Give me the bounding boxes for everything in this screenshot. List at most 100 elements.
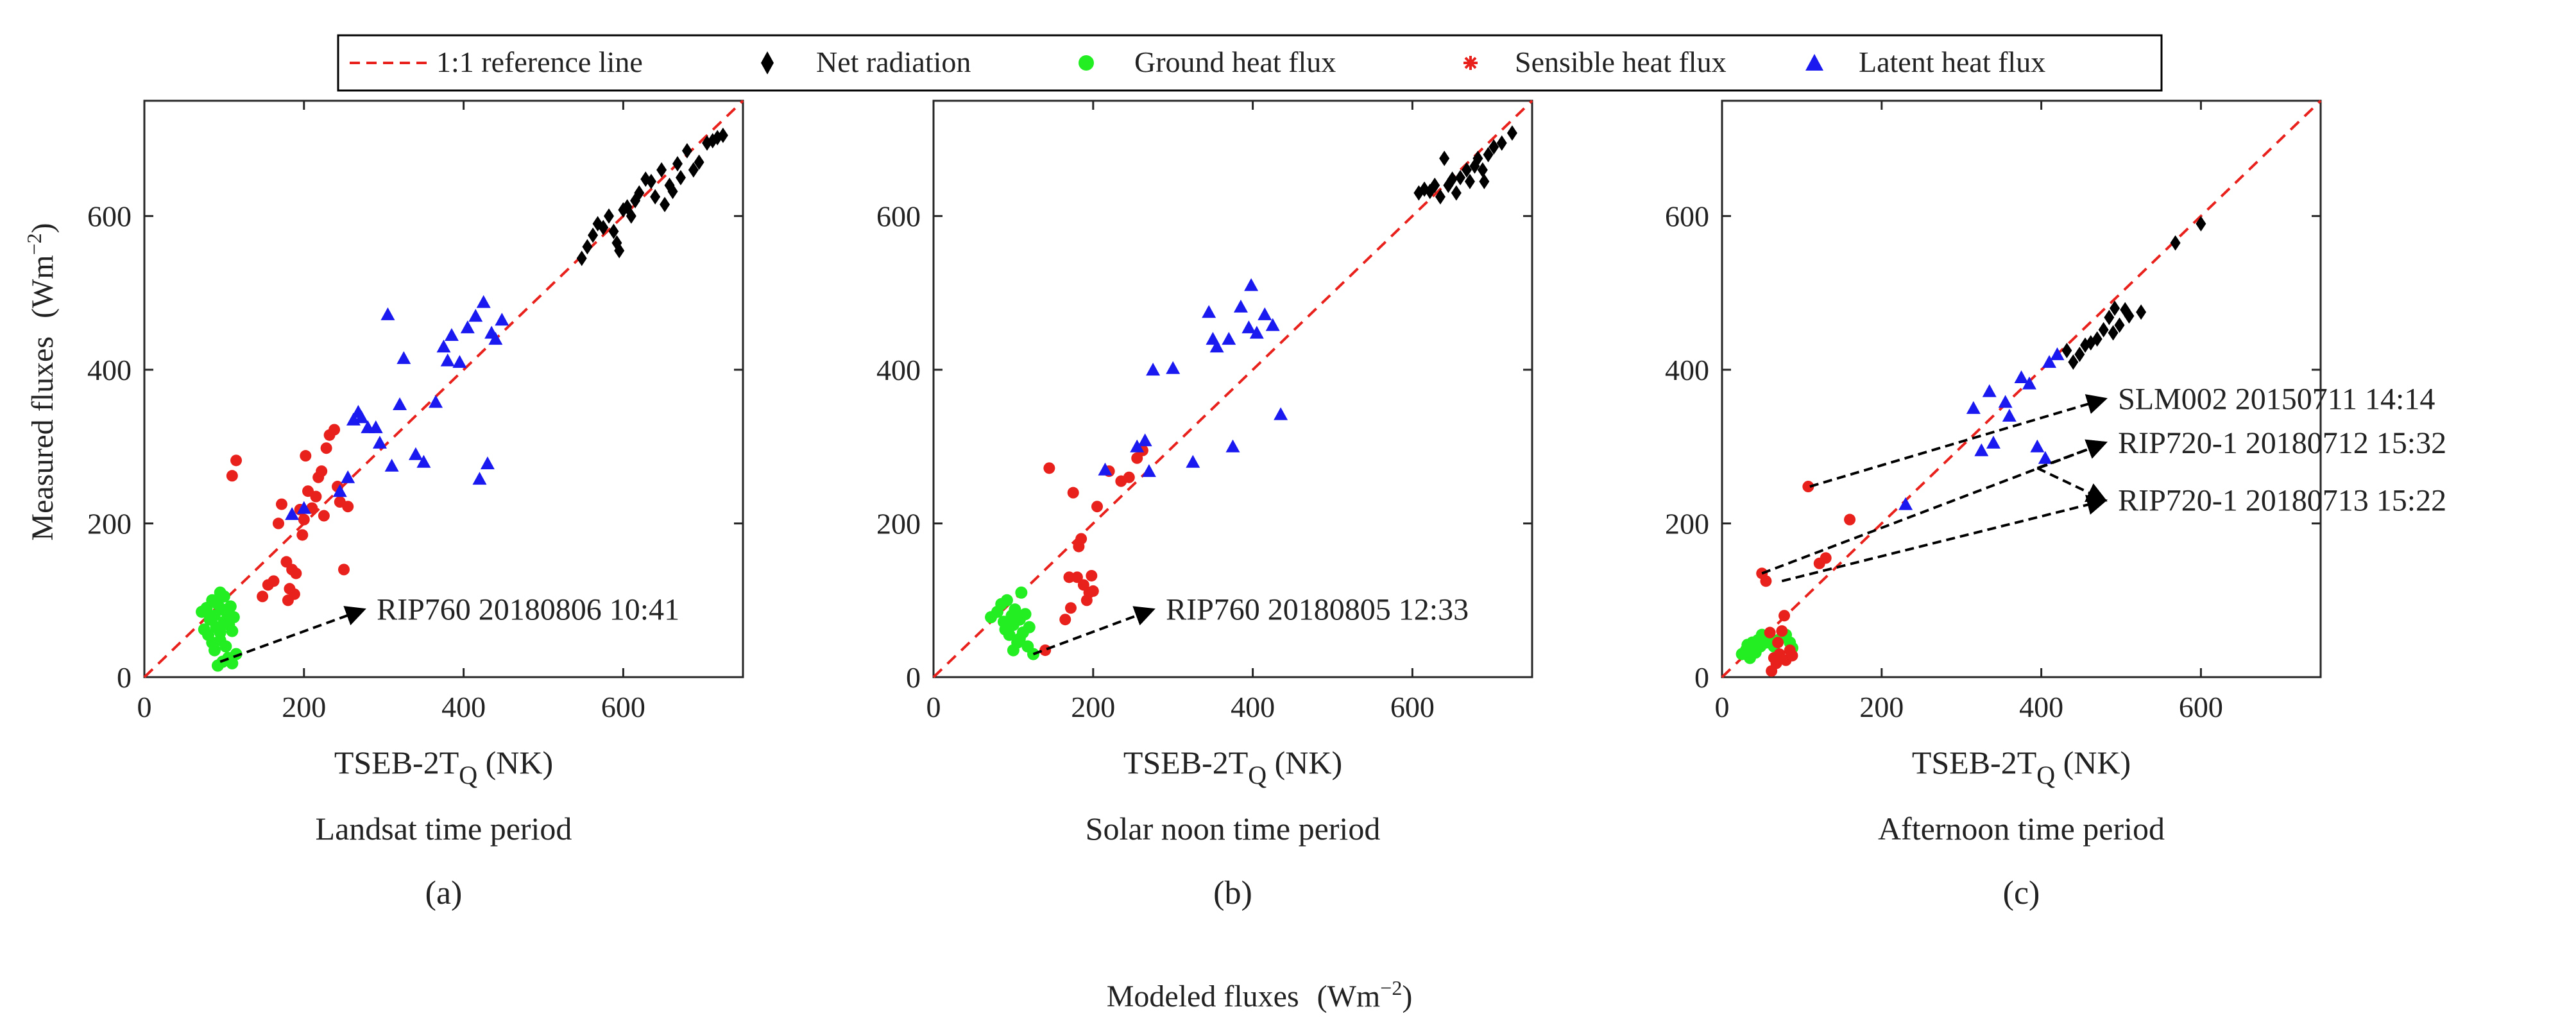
data-point bbox=[1091, 501, 1104, 513]
data-point bbox=[1064, 602, 1077, 614]
data-point bbox=[1043, 462, 1055, 474]
x-tick-label: 200 bbox=[282, 691, 326, 723]
data-point bbox=[332, 484, 347, 497]
series-sensible-heat-flux bbox=[1039, 444, 1148, 657]
x-tick-label: 200 bbox=[1859, 691, 1904, 723]
data-point bbox=[1802, 481, 1814, 493]
legend-asterisk-icon bbox=[1463, 56, 1478, 70]
data-point bbox=[226, 470, 238, 482]
data-point bbox=[1844, 513, 1856, 526]
data-point bbox=[397, 351, 411, 365]
data-point bbox=[288, 588, 300, 600]
data-point bbox=[368, 420, 383, 433]
data-point bbox=[2136, 304, 2147, 320]
data-point bbox=[1063, 571, 1075, 583]
data-point bbox=[1483, 146, 1494, 162]
data-point bbox=[214, 634, 226, 647]
legend: 1:1 reference line Net radiation Ground … bbox=[337, 34, 2163, 92]
data-point bbox=[2042, 355, 2057, 368]
annotation-arrow bbox=[1032, 606, 1156, 655]
legend-item-net-radiation: Net radiation bbox=[761, 46, 971, 78]
x-tick-label: 400 bbox=[2019, 691, 2063, 723]
y-tick-label: 600 bbox=[1665, 200, 1709, 233]
data-point bbox=[328, 424, 341, 436]
data-point bbox=[226, 625, 239, 637]
data-point bbox=[1138, 433, 1152, 447]
y-tick-label: 400 bbox=[87, 354, 132, 386]
data-point bbox=[1429, 177, 1440, 193]
data-point bbox=[372, 435, 387, 449]
data-point bbox=[1265, 318, 1280, 331]
data-point bbox=[300, 450, 312, 462]
data-point bbox=[2092, 331, 2103, 347]
data-point bbox=[218, 590, 230, 603]
data-point bbox=[1241, 320, 1256, 334]
data-point bbox=[1506, 125, 1517, 141]
x-tick-label: 600 bbox=[2179, 691, 2223, 723]
data-point bbox=[1496, 135, 1507, 151]
annotation: RIP760 20180805 12:33 bbox=[1032, 593, 1469, 655]
annotation-label: SLM002 20150711 14:14 bbox=[2118, 383, 2435, 417]
data-point bbox=[341, 470, 355, 483]
y-tick-label: 600 bbox=[876, 200, 921, 233]
data-point bbox=[1087, 585, 1099, 597]
legend-label-net-radiation: Net radiation bbox=[816, 46, 971, 78]
legend-diamond-icon bbox=[761, 51, 774, 74]
data-point bbox=[1439, 150, 1450, 166]
data-point bbox=[1202, 305, 1216, 318]
data-point bbox=[1130, 439, 1145, 452]
data-point bbox=[298, 513, 310, 526]
data-point bbox=[1086, 569, 1098, 582]
data-point bbox=[1249, 325, 1264, 339]
data-point bbox=[645, 173, 656, 189]
panel-subtitle: Afternoon time period bbox=[1878, 811, 2165, 847]
x-tick-label: 0 bbox=[137, 691, 152, 723]
data-point bbox=[588, 227, 599, 243]
reference-line-1-1 bbox=[1721, 99, 2322, 678]
data-point bbox=[1479, 173, 1490, 189]
data-point bbox=[316, 465, 328, 478]
data-point bbox=[2124, 308, 2135, 324]
data-point bbox=[384, 458, 399, 472]
data-point bbox=[608, 223, 619, 239]
legend-label-sensible-heat-flux: Sensible heat flux bbox=[1515, 46, 1727, 78]
series-ground-heat-flux bbox=[196, 586, 243, 672]
data-point bbox=[688, 162, 699, 178]
x-tick-label: 600 bbox=[1390, 691, 1435, 723]
panel-b: 0 200 400 600 0 200 400 600 RIP760 20180805 12:3… bbox=[876, 99, 1533, 911]
series-net-radiation bbox=[2061, 216, 2206, 370]
data-point bbox=[626, 208, 636, 224]
data-point bbox=[675, 169, 686, 185]
data-point bbox=[1059, 614, 1071, 626]
data-point bbox=[681, 142, 692, 159]
data-point bbox=[1075, 533, 1088, 545]
annotation-label: RIP760 20180806 10:41 bbox=[377, 593, 679, 627]
data-point bbox=[310, 490, 322, 503]
x-tick-label: 0 bbox=[1715, 691, 1730, 723]
annotation-label: RIP760 20180805 12:33 bbox=[1166, 593, 1469, 627]
series-latent-heat-flux bbox=[1898, 347, 2065, 510]
data-point bbox=[2104, 309, 2115, 325]
data-point bbox=[1007, 644, 1019, 657]
data-point bbox=[429, 395, 443, 408]
data-point bbox=[440, 353, 455, 366]
data-point bbox=[342, 501, 354, 513]
data-point bbox=[1898, 497, 1913, 510]
data-point bbox=[1760, 575, 1772, 587]
data-point bbox=[480, 456, 495, 470]
data-point bbox=[230, 648, 243, 660]
data-point bbox=[230, 454, 243, 467]
data-point bbox=[1222, 332, 1236, 345]
series-latent-heat-flux bbox=[285, 295, 509, 521]
data-point bbox=[1772, 637, 1784, 649]
data-point bbox=[1770, 657, 1782, 669]
data-point bbox=[452, 355, 467, 368]
data-point bbox=[694, 154, 704, 170]
legend-item-reference-line: 1:1 reference line bbox=[350, 46, 643, 78]
data-point bbox=[495, 313, 509, 326]
data-point bbox=[656, 162, 667, 178]
annotation-arrow-kink bbox=[2036, 467, 2108, 503]
data-point bbox=[285, 507, 300, 521]
data-point bbox=[272, 517, 284, 530]
